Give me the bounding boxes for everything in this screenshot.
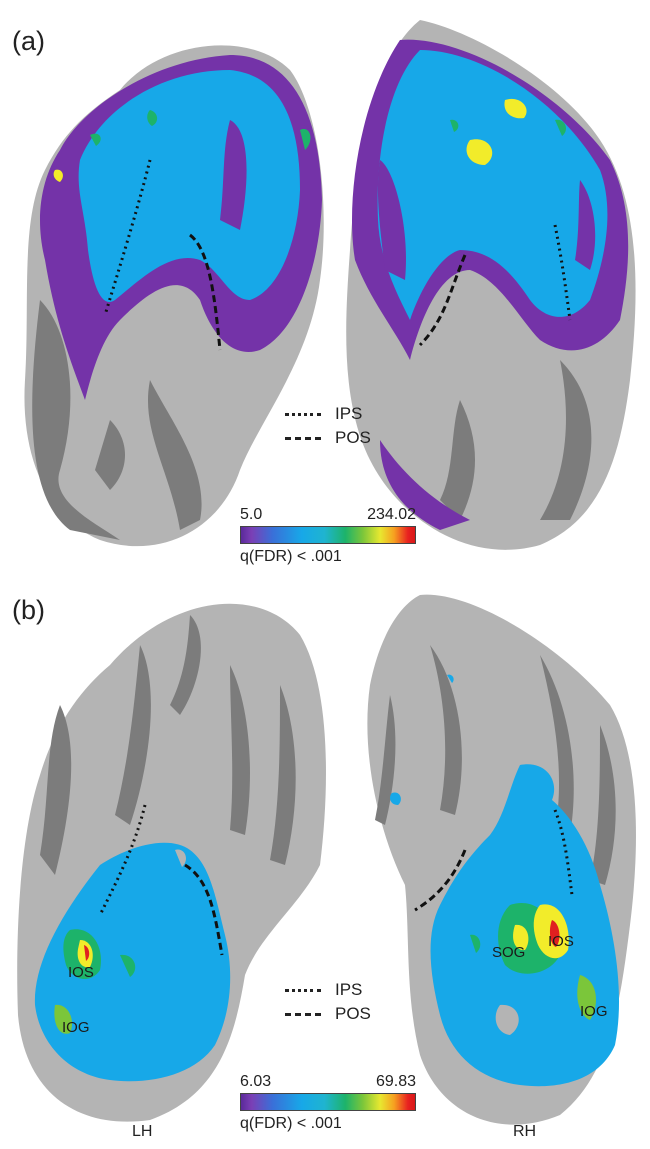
legend-pos-entry: POS <box>285 1002 371 1026</box>
panel-b-sulcus-legend: IPS POS <box>285 978 371 1026</box>
legend-pos-label: POS <box>335 428 371 447</box>
panel-a-brain-figure <box>24 20 636 550</box>
colorbar-gradient <box>240 526 416 544</box>
colorbar-caption: q(FDR) < .001 <box>240 548 342 565</box>
colorbar-gradient <box>240 1093 416 1111</box>
dotted-line-swatch <box>285 412 321 416</box>
panel-a-colorbar: 5.0 234.02 q(FDR) < .001 <box>240 506 416 566</box>
panel-b-label: (b) <box>12 595 45 625</box>
legend-pos-entry: POS <box>285 426 371 450</box>
panel-a-sulcus-legend: IPS POS <box>285 402 371 450</box>
dashed-line-swatch <box>285 1012 321 1016</box>
colorbar-max-label: 69.83 <box>375 1073 416 1090</box>
roi-label-lh-ios: IOS <box>68 964 94 981</box>
legend-ips-label: IPS <box>335 980 363 999</box>
panel-a: (a) <box>12 20 636 566</box>
legend-ips-entry: IPS <box>285 402 371 426</box>
panel-a-label: (a) <box>12 26 45 56</box>
panel-a-right-hemisphere <box>346 20 636 550</box>
colorbar-min-label: 6.03 <box>240 1073 272 1090</box>
roi-label-lh-iog: IOG <box>62 1019 90 1036</box>
dotted-line-swatch <box>285 988 321 992</box>
panel-b-colorbar: 6.03 69.83 q(FDR) < .001 <box>240 1073 416 1133</box>
roi-label-rh-ios: IOS <box>548 933 574 950</box>
right-hemisphere-label: RH <box>513 1123 537 1140</box>
panel-b-left-hemisphere <box>17 603 326 1122</box>
left-hemisphere-label: LH <box>132 1123 153 1140</box>
roi-label-rh-iog: IOG <box>580 1003 608 1020</box>
roi-label-rh-sog: SOG <box>492 944 526 961</box>
legend-ips-label: IPS <box>335 404 363 423</box>
panel-b: (b) <box>0 575 650 1149</box>
colorbar-caption: q(FDR) < .001 <box>240 1115 342 1132</box>
dashed-line-swatch <box>285 436 321 440</box>
colorbar-min-label: 5.0 <box>240 506 263 523</box>
colorbar-max-label: 234.02 <box>367 506 416 523</box>
legend-ips-entry: IPS <box>285 978 371 1002</box>
legend-pos-label: POS <box>335 1004 371 1023</box>
panel-b-right-hemisphere <box>367 594 636 1125</box>
panel-a-left-hemisphere <box>24 45 324 547</box>
panel-b-brain-figure <box>17 594 636 1125</box>
